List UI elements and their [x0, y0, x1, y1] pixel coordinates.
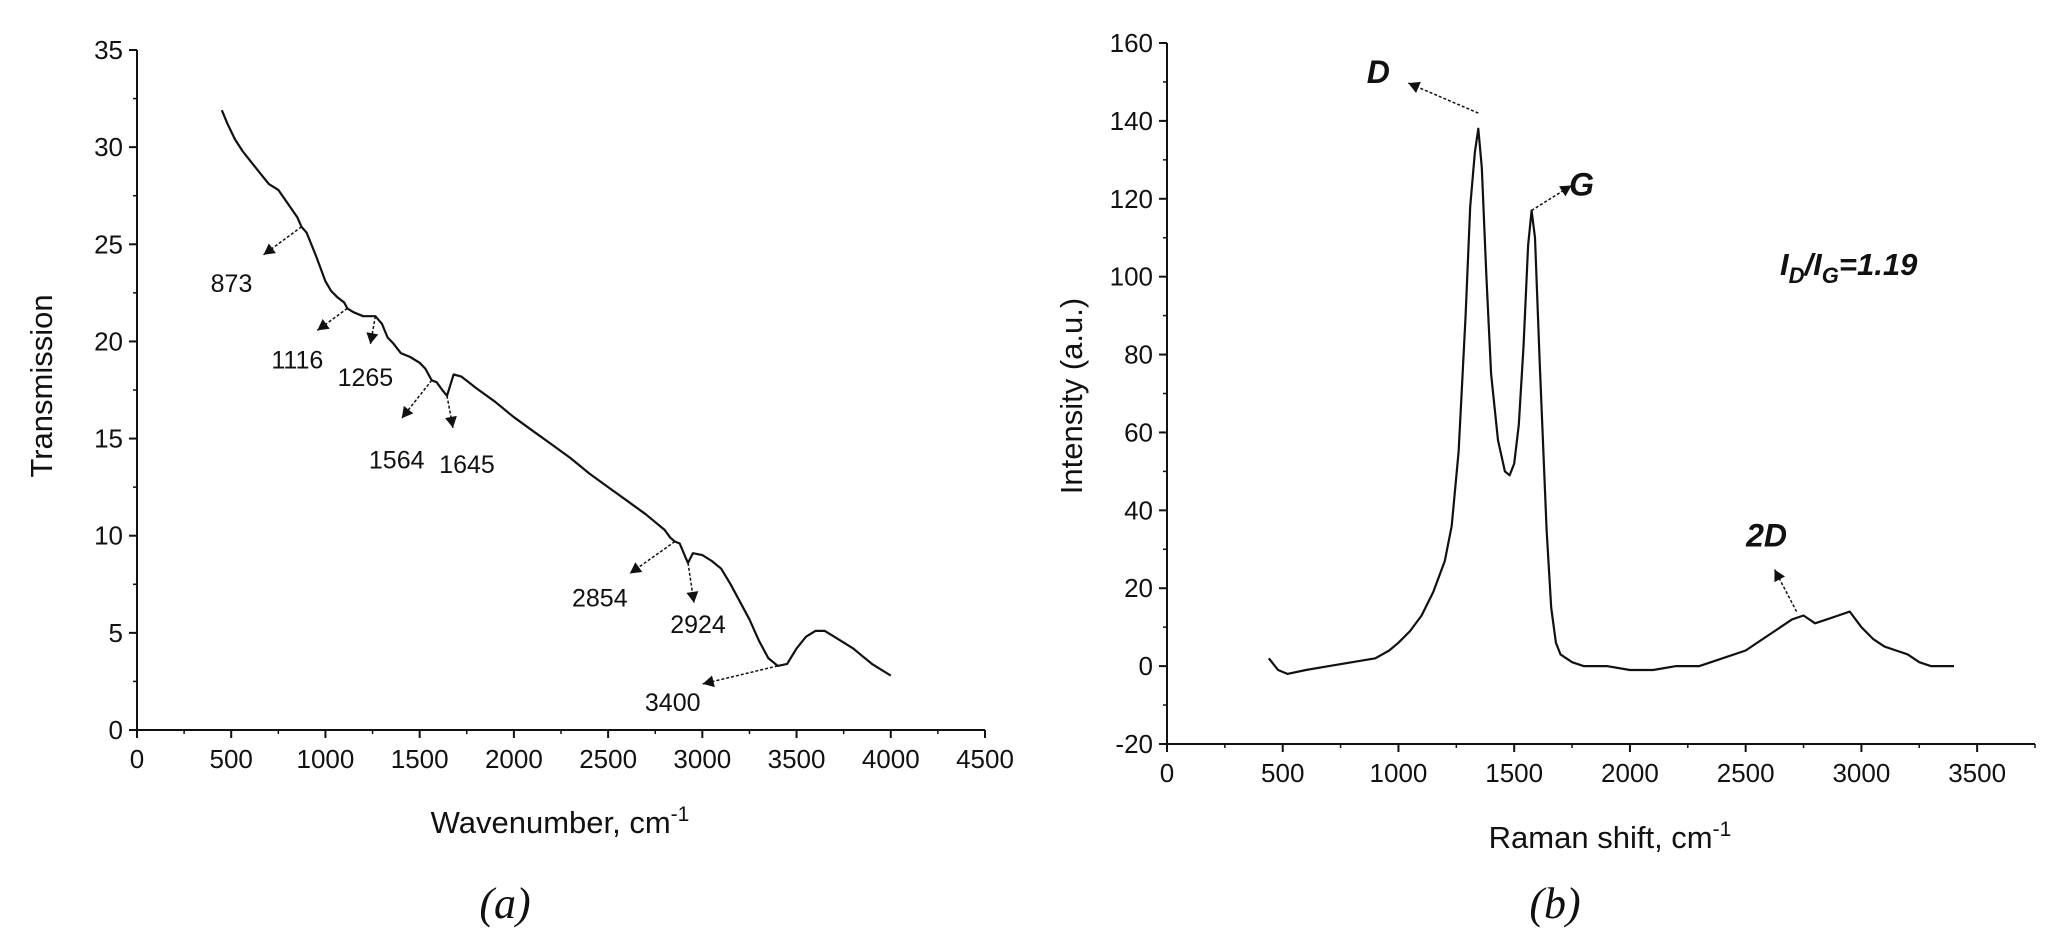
series-line [1267, 127, 1954, 676]
panel-b-annotations: D G 2D [1367, 54, 1798, 612]
y-tick-label: 100 [1110, 262, 1153, 292]
x-tick-label: 500 [1261, 758, 1304, 788]
annotation-arrow-head [1559, 185, 1572, 197]
y-tick-label: 15 [94, 424, 123, 454]
annotation-label: 1116 [271, 346, 323, 374]
annotation-arrow-head [317, 319, 330, 331]
x-tick-label: 1000 [1370, 758, 1428, 788]
x-tick-label: 2000 [485, 744, 543, 774]
x-tick-label: 3500 [1948, 758, 2006, 788]
ratio-label-slash: /I [1803, 247, 1824, 282]
annotation-arrow-head [263, 243, 276, 255]
annotation-arrow-head [686, 591, 699, 603]
y-tick-label: 0 [1139, 651, 1153, 681]
y-tick-label: 20 [1124, 573, 1153, 603]
annotation-label: 1265 [338, 364, 394, 392]
panel-b-x-label-sup: -1 [1713, 818, 1732, 841]
panel-a-y-label: Transmission [24, 294, 59, 477]
series-line [220, 109, 892, 677]
x-tick-label: 0 [130, 744, 144, 774]
panel-a-y-ticks: 0 5 10 15 20 25 30 35 [94, 35, 137, 745]
annotation-arrow-line [702, 665, 778, 685]
panel-a-annotations: 873 1116 1265 1564 1645 2854 2924 3400 [211, 226, 778, 717]
annotation-arrow-head [702, 675, 715, 688]
x-tick-label: 2500 [579, 744, 637, 774]
y-tick-label: 60 [1124, 417, 1153, 447]
annotation-label: 1564 [369, 446, 425, 474]
x-tick-label: 4500 [956, 744, 1014, 774]
panel-a-series [220, 109, 892, 677]
annotation-label: D [1367, 54, 1390, 90]
y-tick-label: 140 [1110, 106, 1153, 136]
y-tick-label: -20 [1115, 729, 1153, 759]
annotation-label: 1645 [439, 451, 495, 479]
annotation-label: G [1569, 166, 1594, 202]
annotation-arrow-head [401, 405, 414, 419]
annotation-label: 3400 [645, 689, 701, 717]
panel-b-y-label: Intensity (a.u.) [1054, 298, 1089, 494]
panel-b-series [1267, 127, 1954, 676]
annotation-label: 873 [211, 270, 253, 298]
panel-b-x-label: Raman shift, cm-1 [1489, 818, 1732, 855]
panel-a-x-label-text: Wavenumber, cm [431, 805, 671, 840]
y-tick-label: 40 [1124, 495, 1153, 525]
panel-a-x-label: Wavenumber, cm-1 [431, 803, 690, 840]
annotation-arrow-head [629, 562, 643, 574]
x-tick-label: 2500 [1717, 758, 1775, 788]
panel-b-ratio-label: ID/IG=1.19 [1780, 247, 1918, 288]
y-tick-label: 30 [94, 132, 123, 162]
y-tick-label: 80 [1124, 340, 1153, 370]
panel-a-x-ticks: 0 500 1000 1500 2000 2500 3000 3500 4000 4500 [130, 730, 1014, 774]
annotation-label: 2D [1745, 518, 1787, 554]
annotation-label: 2854 [572, 585, 628, 613]
y-tick-label: 120 [1110, 184, 1153, 214]
panel-b-x-ticks: 0 500 1000 1500 2000 2500 3000 3500 [1160, 744, 2036, 788]
x-tick-label: 4000 [862, 744, 920, 774]
annotation-arrow-line [687, 562, 695, 604]
annotation-arrow-line [1531, 184, 1572, 212]
y-tick-label: 0 [109, 715, 123, 745]
y-tick-label: 35 [94, 35, 123, 65]
panel-b-x-label-text: Raman shift, cm [1489, 820, 1713, 855]
x-tick-label: 1500 [391, 744, 449, 774]
annotation-arrow-line [263, 226, 302, 256]
x-tick-label: 0 [1160, 758, 1174, 788]
y-tick-label: 10 [94, 521, 123, 551]
annotation-arrow-head [1774, 569, 1786, 583]
annotation-arrow-head [1408, 81, 1421, 93]
panel-b-caption: (b) [1529, 879, 1580, 928]
ratio-label-sub-g: G [1822, 263, 1839, 288]
panel-a-x-label-sup: -1 [671, 803, 690, 826]
panel-a-ir-spectrum: 0 5 10 15 20 25 30 35 0 500 1000 1500 2000 2500 3000 3… [24, 35, 1014, 928]
ratio-label-sub-d: D [1789, 263, 1805, 288]
panel-a-caption: (a) [479, 879, 530, 928]
x-tick-label: 3500 [768, 744, 826, 774]
y-tick-label: 5 [109, 618, 123, 648]
y-tick-label: 160 [1110, 28, 1153, 58]
x-tick-label: 3000 [673, 744, 731, 774]
y-tick-label: 25 [94, 229, 123, 259]
y-tick-label: 20 [94, 326, 123, 356]
ratio-label-main: I [1780, 247, 1790, 282]
x-tick-label: 500 [210, 744, 253, 774]
x-tick-label: 3000 [1832, 758, 1890, 788]
x-tick-label: 2000 [1601, 758, 1659, 788]
annotation-label: 2924 [670, 611, 726, 639]
x-tick-label: 1500 [1485, 758, 1543, 788]
annotation-arrow-line [1773, 569, 1798, 612]
x-tick-label: 1000 [297, 744, 355, 774]
panel-b-y-ticks: -20 0 20 40 60 80 100 120 140 160 [1110, 28, 1167, 759]
ratio-label-value: =1.19 [1839, 247, 1918, 282]
annotation-arrow-head [445, 415, 457, 428]
annotation-arrow-line [1408, 82, 1479, 114]
annotation-arrow-head [366, 332, 379, 345]
